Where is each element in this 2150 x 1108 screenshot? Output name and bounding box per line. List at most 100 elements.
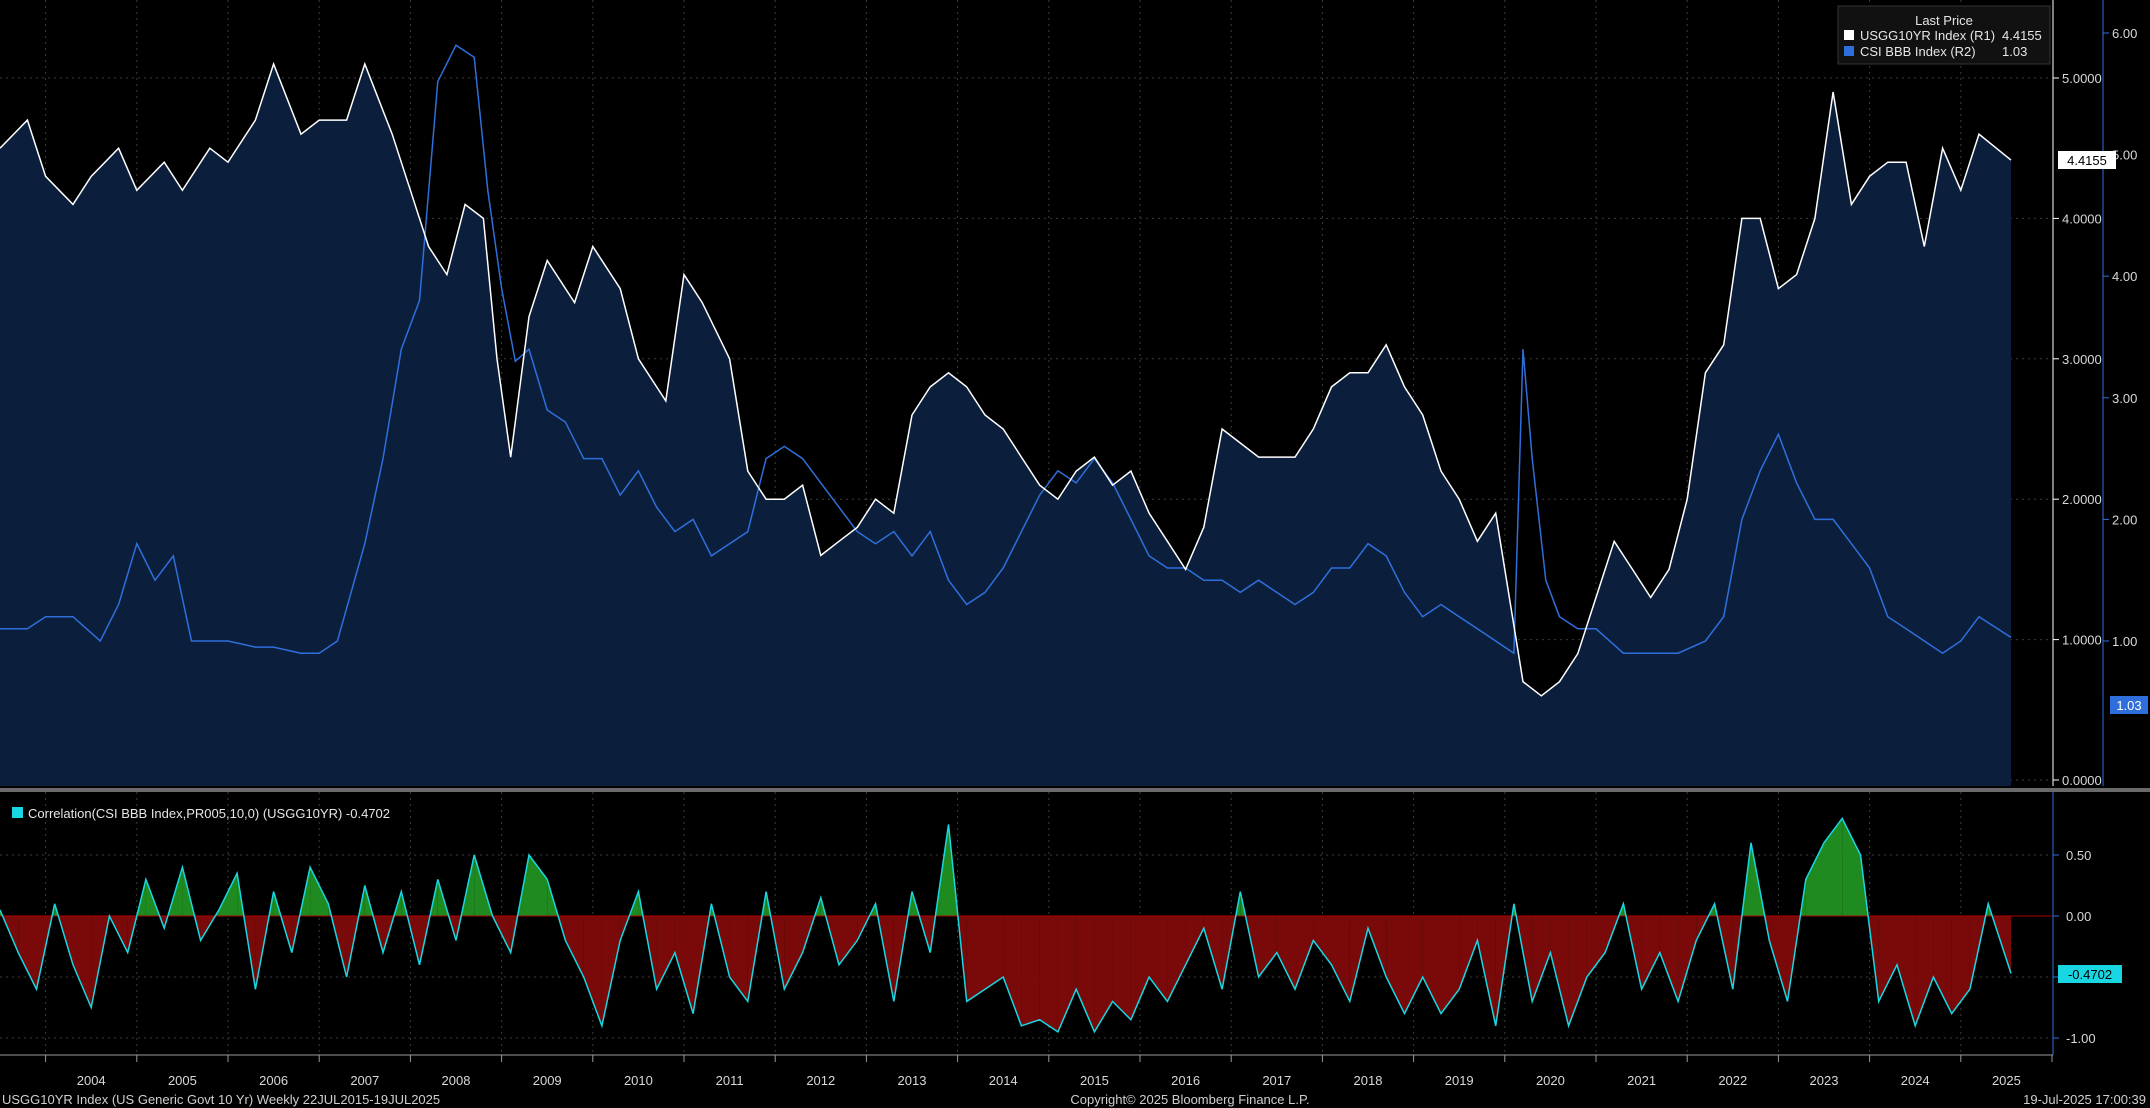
correlation-swatch [12,807,23,818]
lower-grid [0,792,2052,1055]
correlation-line [0,816,2012,1034]
x-tick-label: 2016 [1171,1073,1200,1088]
r1-tick-label: 3.0000 [2062,352,2102,367]
x-tick-label: 2004 [77,1073,106,1088]
legend-value-usgg10yr: 4.4155 [2002,28,2042,43]
correlation-negative-fill [729,916,748,1002]
correlation-negative-fill [1897,916,1916,1026]
usgg10yr-line [0,61,2012,697]
x-tick-label: 2020 [1536,1073,1565,1088]
footer-bar [0,1090,2150,1108]
correlation-negative-fill [656,916,675,990]
correlation-negative-fill [985,916,1004,990]
correlation-negative-fill [18,916,37,990]
correlation-negative-fill [1039,916,1058,1032]
correlation-negative-fill [1532,916,1551,1002]
x-tick-label: 2009 [533,1073,562,1088]
correlation-negative-fill [1003,916,1022,1026]
correlation-negative-fill [1258,916,1277,977]
correlation-negative-fill [1568,916,1587,1026]
correlation-negative-fill [674,916,694,1014]
r2-tick-label: 6.00 [2112,26,2137,41]
legend-value-csi-bbb: 1.03 [2002,44,2027,59]
legend: Last Price USGG10YR Index (R1) 4.4155 CS… [1837,5,2051,65]
correlation-negative-fill [1021,916,1040,1026]
upper-right-axis: 0.0000 1.0000 2.0000 3.0000 4.0000 5.0000 1.00… [2052,0,2137,788]
r2-tick-label: 4.00 [2112,269,2137,284]
correlation-negative-fill [1112,916,1131,1020]
correlation-negative-fill [1295,916,1314,990]
yield-area [0,64,2011,786]
x-tick-label: 2025 [1992,1073,2021,1088]
legend-swatch-csi-bbb [1844,46,1854,56]
x-tick-label: 2022 [1718,1073,1747,1088]
correlation-negative-fill [1659,916,1679,1002]
correlation-negative-fill [1769,916,1788,1002]
footer-right: 19-Jul-2025 17:00:39 [2023,1092,2146,1107]
x-tick-label: 2018 [1354,1073,1383,1088]
last-price-badge-r1: 4.4155 [2058,151,2116,169]
correlation-negative-fill [1167,916,1186,1002]
panel-divider[interactable] [0,788,2150,792]
correlation-negative-fill [1276,916,1295,990]
x-tick-label: 2012 [806,1073,835,1088]
r1-tick-label: 1.0000 [2062,633,2102,648]
correlation-negative-fill [1641,916,1660,990]
r1-tick-label: 2.0000 [2062,492,2102,507]
correlation-negative-fill [1422,916,1441,1014]
legend-entry-usgg10yr: USGG10YR Index (R1) [1860,28,1995,43]
r2-tick-label: 5.00 [2112,148,2137,163]
last-price-badge-r1-bg [2058,151,2116,169]
correlation-negative-fill [1878,916,1897,1002]
correlation-tick-label: 0.50 [2066,848,2091,863]
correlation-negative-fill [1057,916,1077,1032]
correlation-negative-fill [1386,916,1405,1014]
correlation-negative-fill [601,916,621,1026]
legend-title: Last Price [1915,13,1973,28]
correlation-negative-fill [1586,916,1606,977]
correlation-legend: Correlation(CSI BBB Index,PR005,10,0) (U… [12,806,390,821]
correlation-negative-fill [1203,916,1223,990]
correlation-tick-label: 0.00 [2066,909,2091,924]
x-tick-label: 2021 [1627,1073,1656,1088]
correlation-area [0,816,2052,1034]
legend-swatch-usgg10yr [1844,30,1854,40]
x-tick-label: 2010 [624,1073,653,1088]
correlation-negative-fill [73,916,92,1008]
last-price-r2: 1.03 [2116,698,2141,713]
correlation-negative-fill [966,916,985,1002]
correlation-negative-fill [1331,916,1350,1002]
r2-tick-label: 3.00 [2112,391,2137,406]
correlation-negative-fill [784,916,803,990]
correlation-negative-fill [1094,916,1113,1032]
x-tick-label: 2005 [168,1073,197,1088]
correlation-negative-fill [1459,916,1478,990]
correlation-negative-fill [1441,916,1460,1014]
x-tick-label: 2023 [1810,1073,1839,1088]
last-price-badge-r2: 1.03 [2110,696,2148,714]
footer-left: USGG10YR Index (US Generic Govt 10 Yr) W… [2,1092,440,1107]
price-lines [0,44,2012,697]
correlation-negative-fill [1933,916,1952,1014]
correlation-negative-fill [1149,916,1168,1002]
x-axis: 2004 2005 2006 2007 2008 2009 2010 2011 2012 2013… [0,1054,2053,1088]
correlation-positive-fill [1805,842,1824,916]
correlation-negative-fill [1368,916,1387,977]
r2-tick-label: 2.00 [2112,512,2137,527]
x-tick-label: 2013 [898,1073,927,1088]
correlation-negative-fill [565,916,584,977]
correlation-positive-fill [310,867,329,916]
correlation-negative-fill [1915,916,1934,1026]
x-tick-label: 2024 [1901,1073,1930,1088]
correlation-negative-fill [583,916,602,1026]
x-tick-label: 2017 [1262,1073,1291,1088]
csi-bbb-line [0,44,2012,655]
x-tick-label: 2008 [442,1073,471,1088]
x-tick-label: 2006 [259,1073,288,1088]
correlation-negative-fill [1185,916,1204,965]
correlation-negative-fill [1678,916,1697,1002]
last-corr-badge: -0.4702 [2058,965,2122,983]
correlation-positive-fill [529,855,548,916]
r1-tick-label: 0.0000 [2062,773,2102,788]
